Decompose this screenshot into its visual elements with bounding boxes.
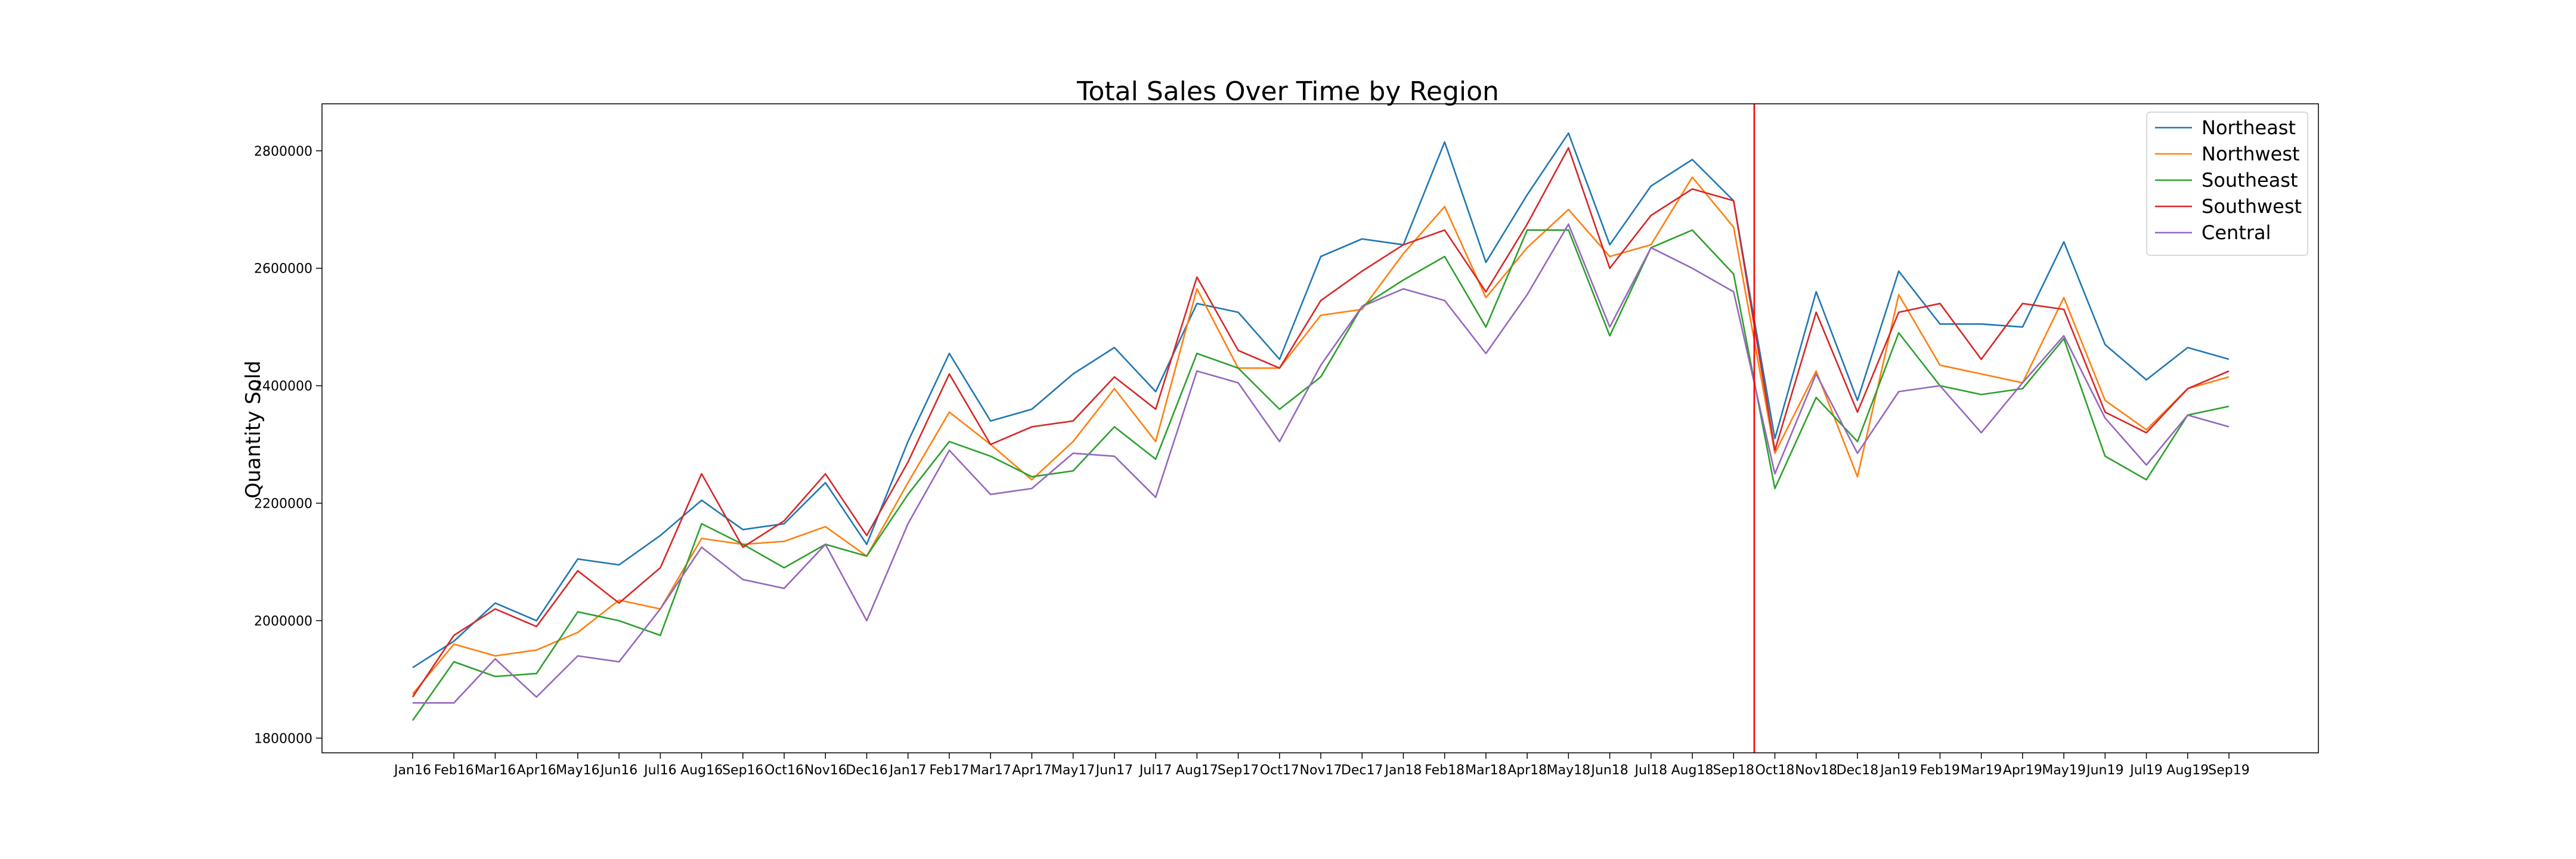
x-tick-label: Nov16	[804, 763, 847, 778]
legend-label: Central	[2202, 221, 2271, 244]
x-tick-label: Aug16	[680, 763, 723, 778]
legend-label: Northwest	[2202, 143, 2300, 165]
x-tick-label: Sep19	[2208, 763, 2249, 778]
x-tick-label: Jul17	[1138, 763, 1172, 778]
x-tick-label: Jan16	[393, 763, 431, 778]
x-tick-label: Dec17	[1341, 763, 1383, 778]
legend-label: Southeast	[2202, 169, 2298, 191]
x-tick-label: Jun16	[599, 763, 637, 778]
legend-label: Southwest	[2202, 195, 2302, 218]
series-line-central	[413, 223, 2230, 704]
x-tick-label: Jul18	[1634, 763, 1668, 778]
x-tick-label: Dec18	[1837, 763, 1879, 778]
x-tick-label: Apr17	[1012, 763, 1051, 778]
x-tick-label: Dec16	[846, 763, 888, 778]
x-tick-label: Jun17	[1095, 763, 1133, 778]
x-tick-label: Jun19	[2085, 763, 2123, 778]
y-axis-title: Quantity Sold	[242, 360, 265, 498]
x-tick-label: Jan18	[1383, 763, 1422, 778]
x-tick-label: Mar16	[475, 763, 516, 778]
x-tick-label: Mar19	[1961, 763, 2002, 778]
series-line-northwest	[411, 176, 2230, 695]
x-tick-label: Aug19	[2166, 763, 2209, 778]
y-tick-label: 2000000	[254, 614, 312, 629]
plot-frame	[321, 103, 2319, 753]
legend-label: Northeast	[2202, 116, 2296, 139]
x-tick-label: Feb19	[1920, 763, 1960, 778]
x-tick-label: May19	[2042, 763, 2085, 778]
x-tick-label: Nov18	[1795, 763, 1837, 778]
x-tick-label: Apr18	[1507, 763, 1547, 778]
x-tick-label: Sep18	[1713, 763, 1754, 778]
x-tick-label: Sep17	[1218, 763, 1259, 778]
x-tick-label: May17	[1051, 763, 1095, 778]
x-tick-label: Nov17	[1300, 763, 1342, 778]
series-lines	[411, 132, 2230, 721]
x-tick-label: Sep16	[722, 763, 763, 778]
x-tick-label: Apr19	[2003, 763, 2042, 778]
x-tick-label: Apr16	[517, 763, 556, 778]
x-tick-label: Feb17	[929, 763, 969, 778]
x-tick-label: Feb18	[1425, 763, 1465, 778]
x-tick-label: Aug18	[1671, 763, 1714, 778]
legend-box	[2146, 112, 2308, 256]
y-axis: 1800000 2000000 2200000 2400000 2600000 28000…	[254, 144, 322, 746]
x-tick-label: Jan19	[1879, 763, 1917, 778]
x-tick-label: Jul19	[2129, 763, 2163, 778]
y-tick-label: 2600000	[254, 262, 312, 277]
x-tick-label: Oct17	[1260, 763, 1299, 778]
x-tick-label: Mar17	[970, 763, 1011, 778]
x-tick-label: May18	[1547, 763, 1590, 778]
x-tick-label: Jun18	[1590, 763, 1628, 778]
legend: Northeast Northwest Southeast Southwest Cent…	[2146, 112, 2308, 256]
x-tick-label: Oct18	[1755, 763, 1794, 778]
x-tick-label: Feb16	[434, 763, 474, 778]
x-tick-label: Jul16	[643, 763, 677, 778]
x-tick-label: Mar18	[1465, 763, 1507, 778]
y-tick-label: 2200000	[254, 497, 312, 512]
x-tick-label: Aug17	[1176, 763, 1218, 778]
chart-title: Total Sales Over Time by Region	[1076, 76, 1499, 107]
series-line-southwest	[411, 147, 2230, 698]
x-tick-label: Oct16	[764, 763, 804, 778]
series-line-southeast	[411, 229, 2230, 721]
x-tick-label: May16	[556, 763, 599, 778]
y-tick-label: 2800000	[254, 144, 312, 159]
x-tick-label: Jan17	[888, 763, 927, 778]
x-axis: Jan16 Feb16 Mar16 Apr16 May16 Jun16 Jul16 Aug16…	[393, 753, 2250, 778]
y-tick-label: 1800000	[254, 731, 312, 746]
y-tick-label: 2400000	[254, 379, 312, 394]
series-line-northeast	[412, 132, 2230, 669]
